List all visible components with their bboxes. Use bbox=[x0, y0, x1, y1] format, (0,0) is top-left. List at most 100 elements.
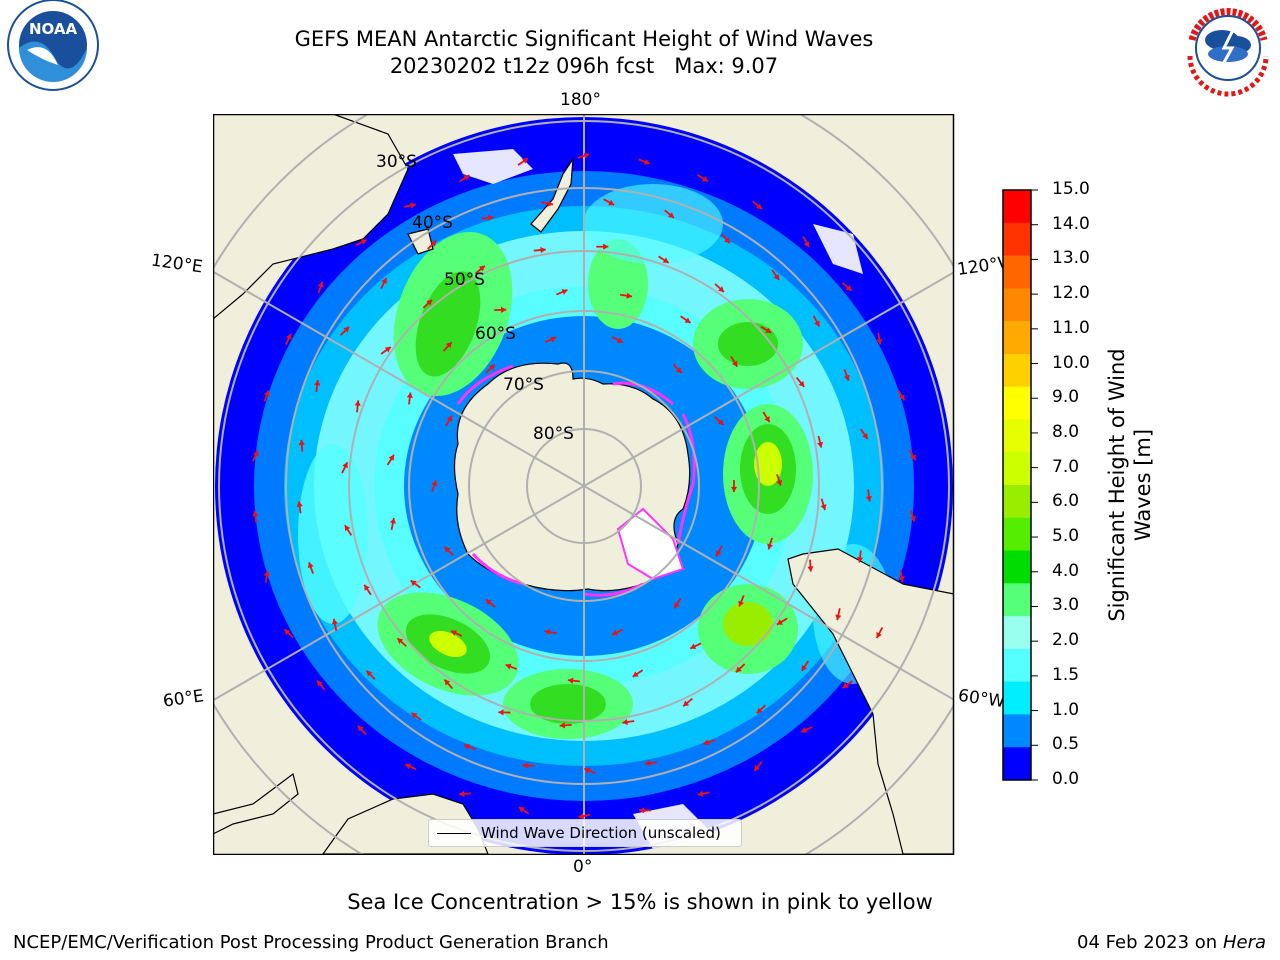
wave-direction-arrowhead bbox=[357, 725, 364, 732]
tasmania bbox=[407, 228, 434, 255]
wave-direction-arrowhead bbox=[820, 504, 827, 511]
wave-direction-arrowhead bbox=[754, 765, 760, 771]
national-weather-service-logo bbox=[1183, 3, 1273, 97]
wave-direction-arrowhead bbox=[616, 337, 623, 343]
wave-direction-arrowhead bbox=[909, 516, 916, 522]
wave-direction-arrowhead bbox=[731, 360, 738, 367]
wave-direction-arrowhead bbox=[444, 679, 451, 686]
colorbar-bin bbox=[1003, 485, 1031, 519]
lon-label-180: 180° bbox=[560, 90, 601, 110]
wave-direction-arrowhead bbox=[410, 580, 417, 586]
wave-direction-arrowhead bbox=[331, 618, 338, 625]
colorbar-bin bbox=[1003, 583, 1031, 617]
wave-direction-arrowhead bbox=[478, 265, 485, 272]
wave-direction-arrowhead bbox=[690, 643, 697, 650]
wave-direction-arrowhead bbox=[730, 486, 738, 492]
colorbar-tick-label: 13.0 bbox=[1052, 248, 1090, 269]
wave-direction-arrowhead bbox=[397, 638, 404, 644]
colorbar-tick-label: 14.0 bbox=[1052, 213, 1090, 234]
wave-direction-arrowhead bbox=[578, 813, 585, 820]
wave-direction-arrowhead bbox=[876, 632, 882, 639]
noaa-logo-text: NOAA bbox=[29, 20, 78, 38]
new-zealand bbox=[530, 156, 574, 233]
wave-direction-arrowhead bbox=[307, 562, 314, 569]
graticule bbox=[213, 114, 954, 854]
wave-direction-arrowhead bbox=[389, 518, 396, 524]
colorbar-bin bbox=[1003, 681, 1031, 715]
noaa-logo: NOAA bbox=[7, 0, 99, 91]
wave-direction-arrowhead bbox=[856, 556, 864, 563]
wave-direction-arrowhead bbox=[814, 320, 820, 327]
wave-direction-arrowhead bbox=[431, 480, 438, 487]
wave-direction-arrowhead bbox=[381, 277, 387, 284]
wave-direction-arrowhead bbox=[764, 416, 770, 423]
wave-direction-arrowhead bbox=[298, 439, 305, 446]
lat-label-70s: 70°S bbox=[503, 375, 544, 395]
wave-direction-arrowhead bbox=[716, 550, 722, 557]
wave-direction-arrowhead bbox=[463, 175, 470, 181]
wave-direction-arrowhead bbox=[668, 212, 674, 218]
wave-direction-arrowhead bbox=[835, 614, 842, 621]
wave-direction-arrowhead bbox=[899, 394, 905, 401]
wave-direction-arrowhead bbox=[807, 566, 814, 572]
wave-direction-arrowhead bbox=[674, 602, 680, 609]
wave-direction-arrowhead bbox=[898, 576, 905, 582]
wave-height-field bbox=[254, 171, 914, 801]
lat-label-30s: 30°S bbox=[376, 152, 417, 172]
wave-direction-arrowhead bbox=[505, 663, 512, 670]
wave-direction-arrowhead bbox=[738, 600, 745, 607]
wave-direction-arrowhead bbox=[384, 346, 391, 353]
colorbar-tick-label: 0.5 bbox=[1052, 734, 1080, 755]
sea-ice-caption: Sea Ice Concentration > 15% is shown in … bbox=[347, 890, 933, 914]
colorbar-tick-label: 6.0 bbox=[1052, 491, 1080, 512]
colorbar-tick-label: 1.5 bbox=[1052, 664, 1080, 685]
chart-subtitle: 20230202 t12z 096h fcst Max: 9.07 bbox=[389, 54, 779, 78]
wave-direction-arrowhead bbox=[845, 284, 852, 291]
wave-direction-arrowhead bbox=[314, 380, 321, 386]
wave-direction-arrowhead bbox=[342, 462, 348, 469]
wave-direction-arrowhead bbox=[817, 441, 824, 448]
wave-direction-arrowhead bbox=[798, 380, 805, 387]
colorbar-tick-label: 10.0 bbox=[1052, 352, 1090, 373]
lat-label-60s: 60°S bbox=[475, 324, 516, 344]
colorbar-bin bbox=[1003, 321, 1031, 355]
wave-direction-arrowhead bbox=[464, 743, 471, 750]
legend-line-icon bbox=[437, 832, 471, 834]
australia bbox=[213, 114, 409, 320]
wave-direction-arrowhead bbox=[284, 629, 291, 636]
colorbar-bin bbox=[1003, 288, 1031, 322]
wave-direction-arrowhead bbox=[450, 630, 457, 636]
wave-direction-arrowhead bbox=[776, 619, 783, 625]
chart-title: GEFS MEAN Antarctic Significant Height o… bbox=[294, 27, 874, 51]
wave-direction-arrowhead bbox=[521, 158, 528, 164]
wave-direction-arrowhead bbox=[317, 281, 324, 288]
wave-direction-arrowhead bbox=[252, 510, 259, 517]
wave-direction-arrowhead bbox=[567, 677, 574, 684]
wave-direction-arrowhead bbox=[411, 712, 418, 719]
wave-direction-arrowhead bbox=[639, 807, 645, 814]
madagascar bbox=[213, 772, 299, 835]
colorbar-bin bbox=[1003, 353, 1031, 388]
wave-direction-arrowhead bbox=[756, 707, 763, 714]
wave-direction-arrowhead bbox=[622, 718, 628, 726]
colorbar-tick-label: 9.0 bbox=[1052, 387, 1080, 408]
wave-direction-arrowhead bbox=[765, 327, 772, 333]
wave-direction-arrowhead bbox=[675, 367, 682, 374]
colorbar-tick-label: 2.0 bbox=[1052, 630, 1080, 651]
lon-label-120e: 120°E bbox=[149, 250, 204, 278]
wave-direction-arrowhead bbox=[410, 202, 416, 209]
colorbar-bin bbox=[1003, 419, 1031, 453]
wave-direction-arrowhead bbox=[354, 400, 361, 406]
wave-direction-arrowhead bbox=[500, 306, 507, 313]
wave-direction-arrowhead bbox=[366, 670, 373, 677]
wave-direction-arrowhead bbox=[697, 790, 704, 797]
colorbar-frame bbox=[1002, 189, 1032, 781]
wave-direction-arrowhead bbox=[718, 286, 724, 292]
colorbar-tick-label: 12.0 bbox=[1052, 283, 1090, 304]
colorbar-tick-label: 11.0 bbox=[1052, 317, 1090, 338]
wave-direction-arrowhead bbox=[544, 629, 551, 636]
wave-direction-arrowhead bbox=[561, 289, 568, 295]
wave-direction-arrowhead bbox=[776, 479, 783, 486]
polar-map bbox=[213, 114, 955, 855]
wave-direction-arrowhead bbox=[522, 762, 528, 769]
